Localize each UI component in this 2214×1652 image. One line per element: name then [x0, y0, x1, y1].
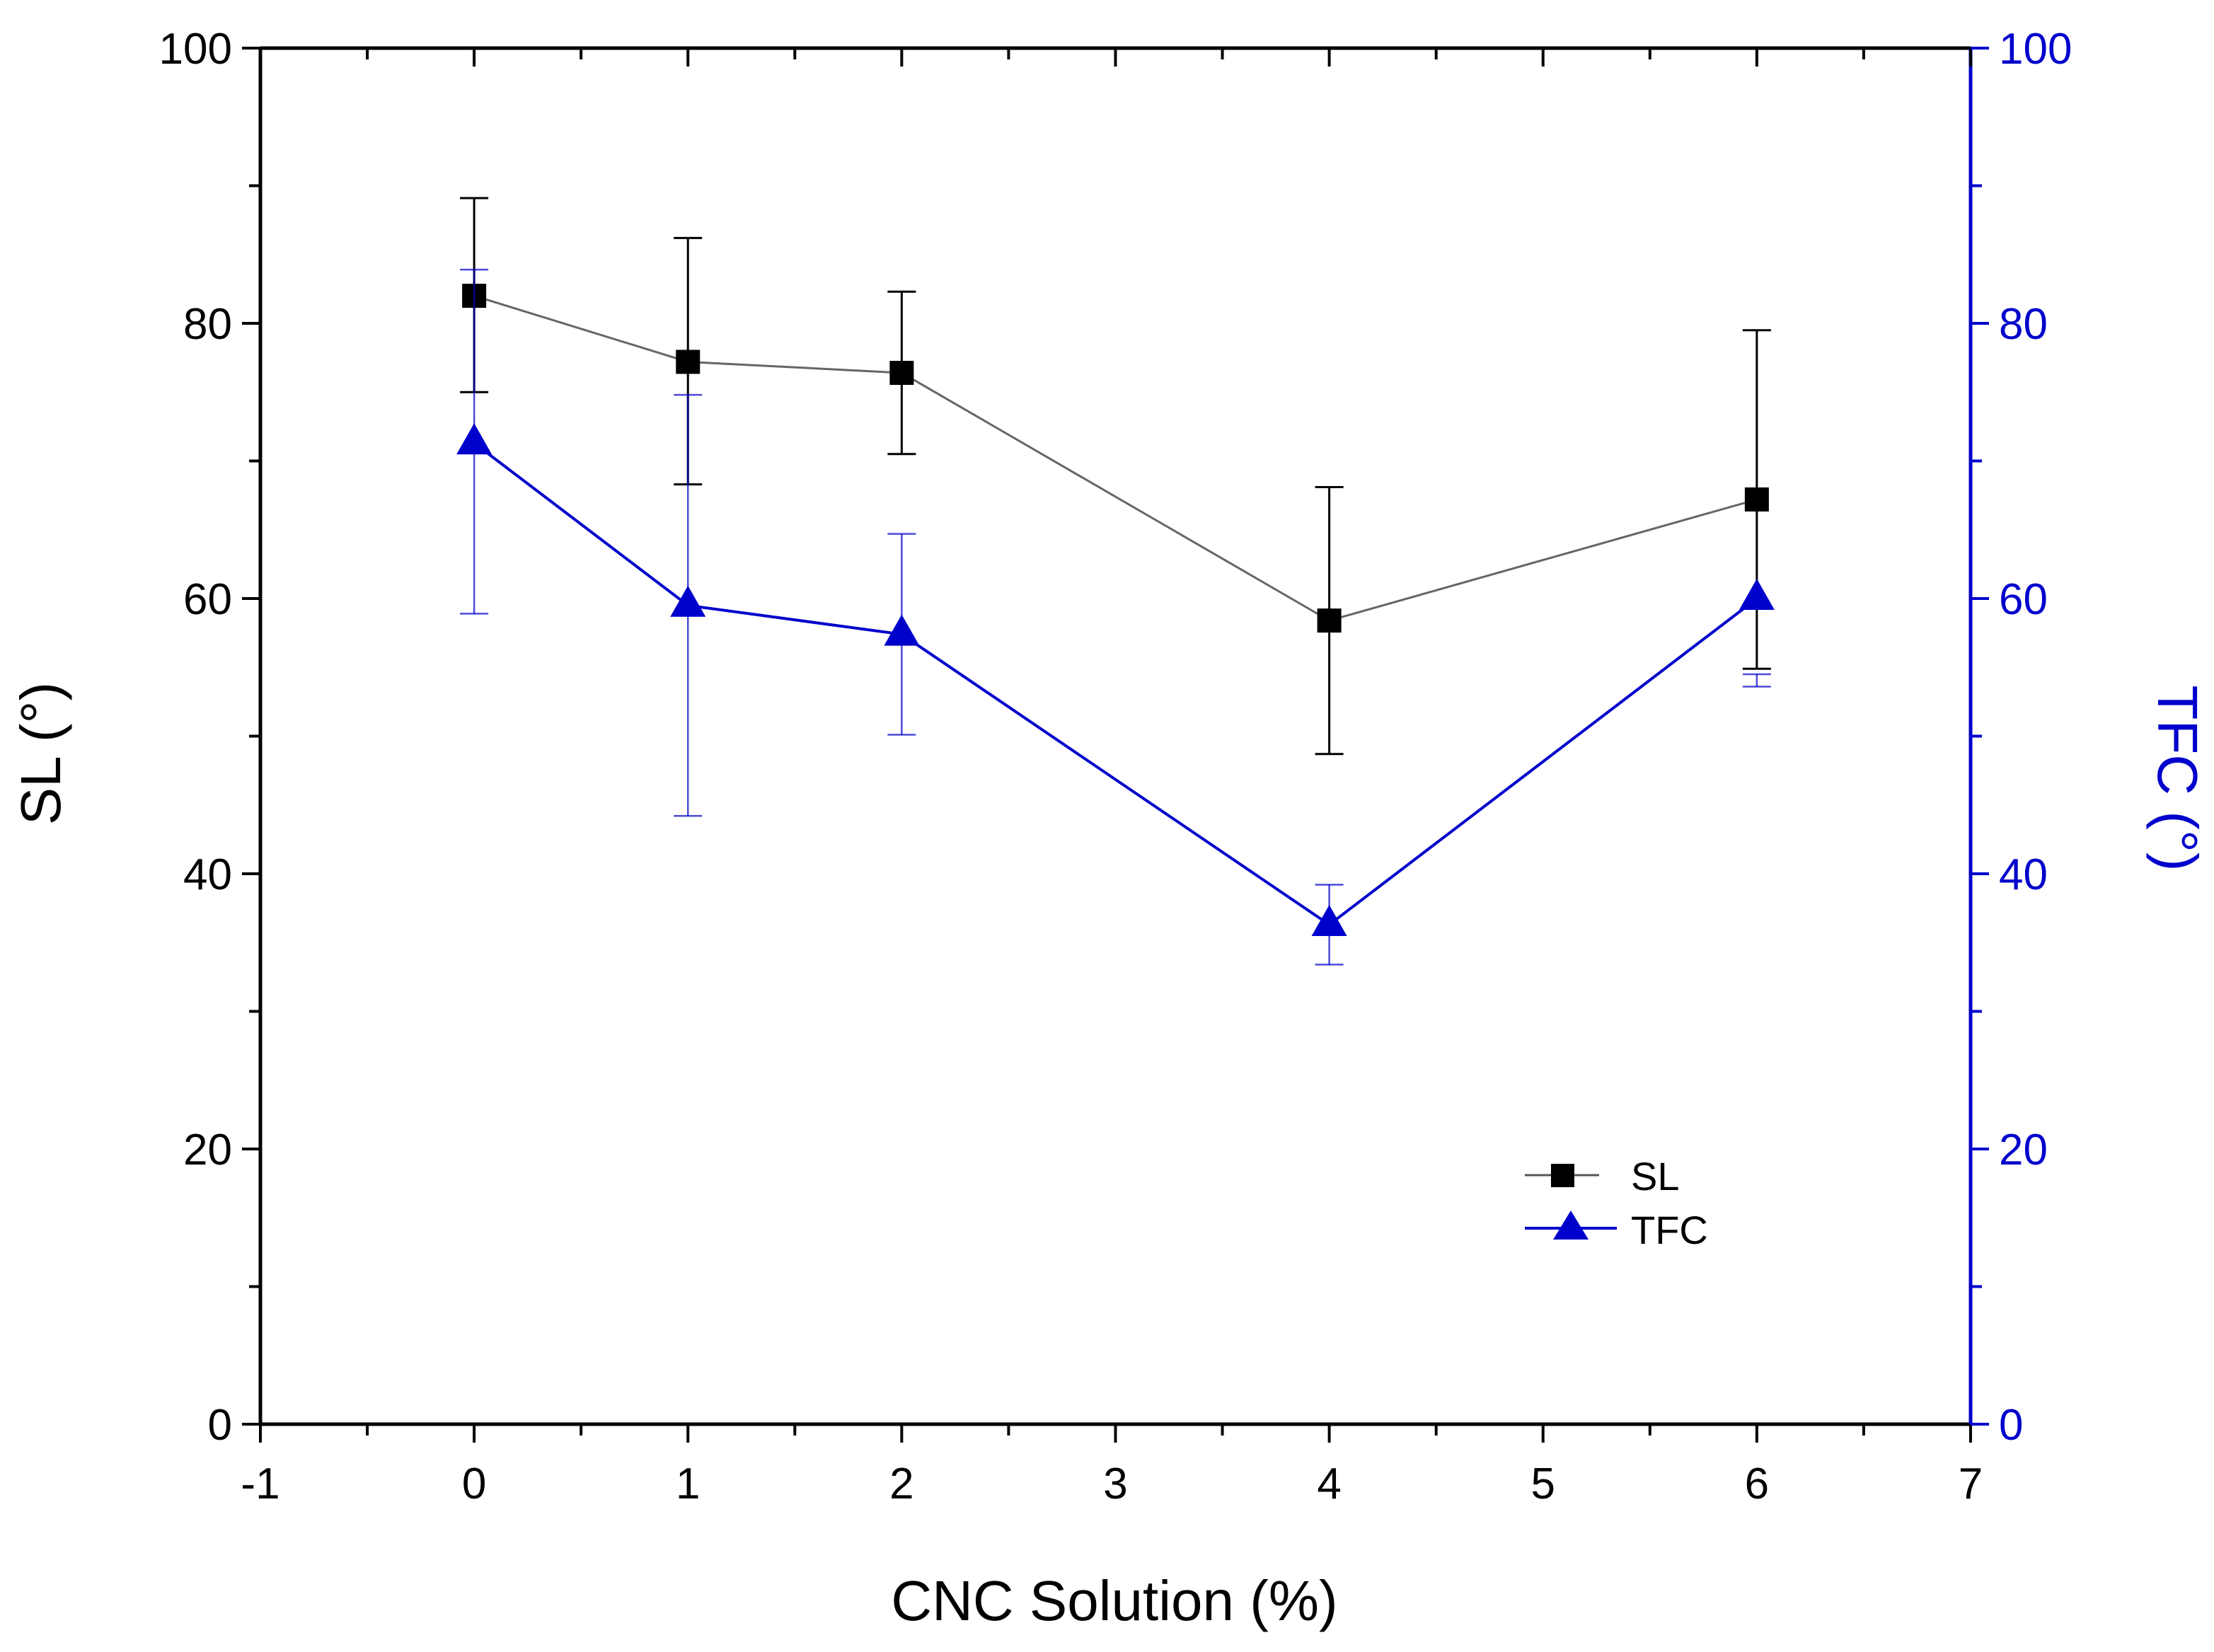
x-axis-title: CNC Solution (%)	[891, 1569, 1337, 1632]
sl-point	[676, 350, 700, 374]
tfc-point	[884, 614, 920, 646]
x-tick-label: 2	[889, 1460, 913, 1508]
x-tick-label: 0	[462, 1460, 486, 1508]
y-tick-label: 40	[183, 850, 232, 899]
x-tick-label: 7	[1959, 1460, 1983, 1508]
legend-sl-label: SL	[1631, 1154, 1680, 1198]
tfc-line	[473, 441, 1758, 927]
tfc-point	[670, 585, 706, 617]
y2-tick-label: 20	[1999, 1126, 2048, 1174]
y2-tick-label: 80	[1999, 300, 2048, 349]
legend-tfc-marker	[1553, 1211, 1589, 1240]
y2-tick-label: 40	[1999, 850, 2048, 899]
y2-axis-title: TFC (°)	[2146, 685, 2209, 871]
y-tick-label: 60	[183, 575, 232, 624]
y-tick-label: 20	[183, 1126, 232, 1174]
tfc-point	[1311, 904, 1347, 936]
tfc-point	[1739, 579, 1775, 610]
tfc-point	[456, 423, 492, 455]
x-tick-label: 3	[1103, 1460, 1127, 1508]
sl-point	[1744, 487, 1769, 512]
y2-tick-label: 100	[1999, 25, 2072, 74]
x-tick-label: -1	[241, 1460, 279, 1508]
sl-point	[1317, 608, 1342, 633]
y2-tick-label: 60	[1999, 575, 2048, 624]
legend: SL TFC	[1525, 1154, 1708, 1252]
y-tick-label: 0	[208, 1401, 232, 1450]
sl-line	[473, 294, 1758, 622]
x-tick-label: 6	[1745, 1460, 1769, 1508]
y-tick-label: 80	[183, 300, 232, 349]
y-tick-label: 100	[159, 25, 232, 74]
x-tick-label: 4	[1317, 1460, 1341, 1508]
x-tick-label: 5	[1531, 1460, 1555, 1508]
sl-point	[889, 361, 914, 386]
legend-sl-marker	[1551, 1164, 1574, 1187]
y-axis-title: SL (°)	[9, 682, 72, 825]
x-tick-label: 1	[676, 1460, 700, 1508]
legend-tfc-label: TFC	[1631, 1208, 1708, 1252]
y2-tick-label: 0	[1999, 1401, 2023, 1450]
